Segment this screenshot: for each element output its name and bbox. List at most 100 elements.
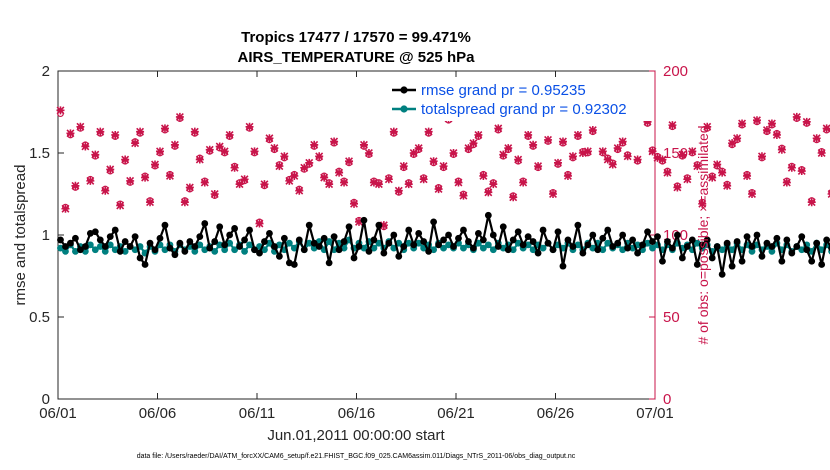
obs-assimilated-marker [797,167,806,176]
obs-assimilated-marker [96,127,105,136]
obs-assimilated-marker [762,126,771,135]
obs-assimilated-marker [305,158,314,167]
rmse-point [758,252,766,260]
rmse-point [176,239,184,247]
obs-assimilated-marker [369,178,378,187]
rmse-point [106,233,114,241]
obs-assimilated-marker [285,176,294,185]
rmse-point [713,243,721,250]
obs-assimilated-marker [384,175,393,184]
rmse-point [703,236,711,244]
obs-assimilated-marker [563,171,572,180]
rmse-point [798,233,806,241]
obs-assimilated-marker [399,162,408,171]
rmse-point [639,241,646,249]
totalspread-point [524,241,532,249]
obs-assimilated-marker [195,155,204,164]
obs-assimilated-marker [469,139,478,148]
obs-assimilated-marker [320,173,329,182]
obs-assimilated-marker [250,147,259,156]
rmse-point [634,249,641,257]
obs-assimilated-marker [698,199,707,208]
totalspread-point [216,241,224,249]
x-tick-label: 06/16 [338,405,376,422]
rmse-point [509,236,517,244]
totalspread-point [798,246,806,254]
rmse-point [629,236,637,244]
obs-assimilated-marker [474,130,483,139]
totalspread-point [305,239,313,247]
rmse-point [435,241,442,249]
rmse-point [718,270,726,278]
obs-assimilated-marker [56,106,65,115]
obs-assimilated-marker [121,155,130,164]
x-tick-label: 07/01 [636,405,674,422]
rmse-point [380,249,388,257]
obs-assimilated-marker [71,181,80,190]
obs-assimilated-marker [822,124,830,133]
obs-assimilated-marker [752,116,761,125]
rmse-point [460,226,467,234]
obs-assimilated-marker [489,180,498,189]
rmse-point [773,234,781,242]
rmse-point [733,238,741,245]
rmse-point [72,234,79,242]
totalspread-point [484,241,492,249]
data-file-footnote: data file: /Users/raeder/DAI/ATM_forcXX/… [137,453,576,460]
obs-assimilated-marker [419,175,428,184]
obs-assimilated-marker [389,127,398,136]
obs-assimilated-marker [723,181,732,190]
obs-assimilated-marker [235,180,244,189]
totalspread-point [728,246,736,254]
rmse-point [579,249,587,257]
totalspread-point [290,244,298,252]
rmse-point [430,218,438,226]
obs-assimilated-marker [509,193,518,202]
legend-spread-marker [400,105,408,113]
totalspread-point [509,246,517,254]
rmse-point [171,251,179,259]
obs-assimilated-marker [126,176,135,185]
obs-assimilated-marker [315,152,324,161]
rmse-point [698,241,706,249]
obs-assimilated-marker [578,149,587,157]
rmse-point [390,231,398,239]
obs-assimilated-marker [573,130,582,139]
obs-assimilated-marker [623,152,632,161]
rmse-point [221,241,229,249]
obs-assimilated-marker [414,144,423,153]
y2-tick-label: 200 [663,63,688,80]
obs-assimilated-marker [409,149,418,157]
obs-assimilated-marker [265,134,274,143]
legend: rmse grand pr = 0.95235 totalspread gran… [388,77,653,121]
rmse-point [569,243,577,250]
obs-assimilated-marker [394,186,403,195]
rmse-point [514,228,522,236]
rmse-point [445,231,452,239]
obs-assimilated-marker [449,149,458,157]
rmse-point [440,236,447,244]
obs-assimilated-marker [817,149,826,157]
obs-assimilated-marker [325,180,334,189]
obs-assimilated-marker [767,119,776,128]
obs-assimilated-marker [544,135,553,144]
rmse-point [818,261,826,268]
rmse-point [76,246,84,254]
rmse-point [395,252,403,260]
obs-assimilated-marker [225,130,234,139]
rmse-point [156,234,164,242]
rmse-point [280,234,288,242]
y-axis-label: rmse and totalspread [12,165,29,306]
rmse-point [803,246,811,254]
rmse-point [57,236,64,244]
totalspread-point [479,244,487,252]
rmse-point [305,221,313,229]
rmse-point [609,243,617,250]
obs-assimilated-marker [494,124,503,133]
obs-assimilated-marker [613,144,622,153]
chart-title: Tropics 17477 / 17570 = 99.471% [241,29,471,46]
rmse-point [673,231,681,239]
obs-assimilated-marker [558,137,567,146]
rmse-point [813,239,821,247]
